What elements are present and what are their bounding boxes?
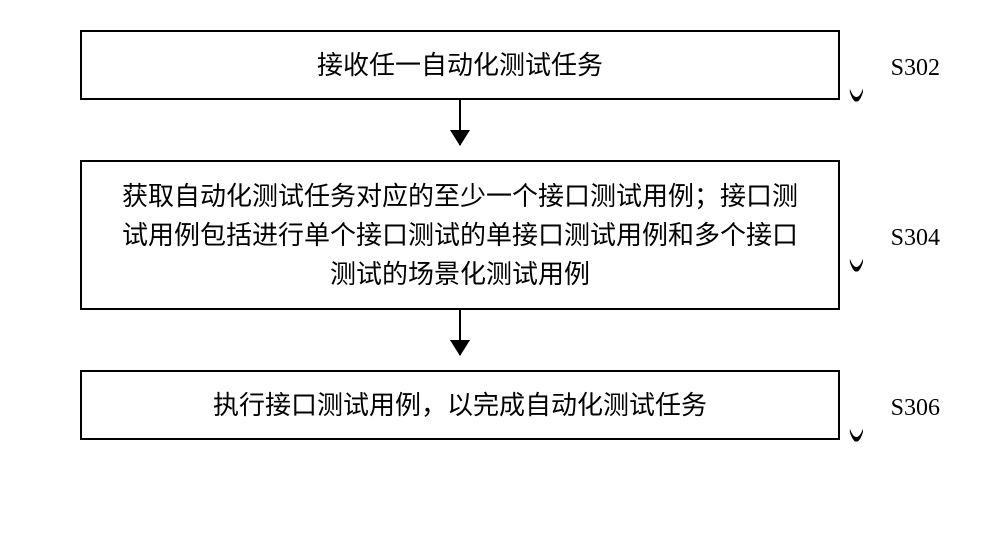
step-wrapper-3: 执行接口测试用例，以完成自动化测试任务 ⏝ S306 <box>80 370 840 440</box>
step-box-2: 获取自动化测试任务对应的至少一个接口测试用例；接口测试用例包括进行单个接口测试的… <box>80 160 840 310</box>
step-box-3: 执行接口测试用例，以完成自动化测试任务 <box>80 370 840 440</box>
arrow-line-1 <box>459 100 461 145</box>
brace-icon-3: ⏝ <box>850 371 863 441</box>
arrow-head-icon-1 <box>450 130 470 146</box>
arrow-2 <box>80 310 840 370</box>
step-text-1: 接收任一自动化测试任务 <box>317 46 603 85</box>
step-label-2: S304 <box>891 225 940 252</box>
step-label-3: S306 <box>891 395 940 422</box>
arrow-1 <box>80 100 840 160</box>
arrow-line-2 <box>459 310 461 355</box>
step-wrapper-1: 接收任一自动化测试任务 ⏝ S302 <box>80 30 840 100</box>
step-label-1: S302 <box>891 55 940 82</box>
brace-icon-1: ⏝ <box>850 31 863 101</box>
step-text-2: 获取自动化测试任务对应的至少一个接口测试用例；接口测试用例包括进行单个接口测试的… <box>112 177 808 294</box>
step-text-3: 执行接口测试用例，以完成自动化测试任务 <box>213 386 707 425</box>
flowchart-container: 接收任一自动化测试任务 ⏝ S302 获取自动化测试任务对应的至少一个接口测试用… <box>80 30 920 440</box>
step-box-1: 接收任一自动化测试任务 <box>80 30 840 100</box>
brace-icon-2: ⏝ <box>850 201 863 271</box>
arrow-head-icon-2 <box>450 340 470 356</box>
step-wrapper-2: 获取自动化测试任务对应的至少一个接口测试用例；接口测试用例包括进行单个接口测试的… <box>80 160 840 310</box>
